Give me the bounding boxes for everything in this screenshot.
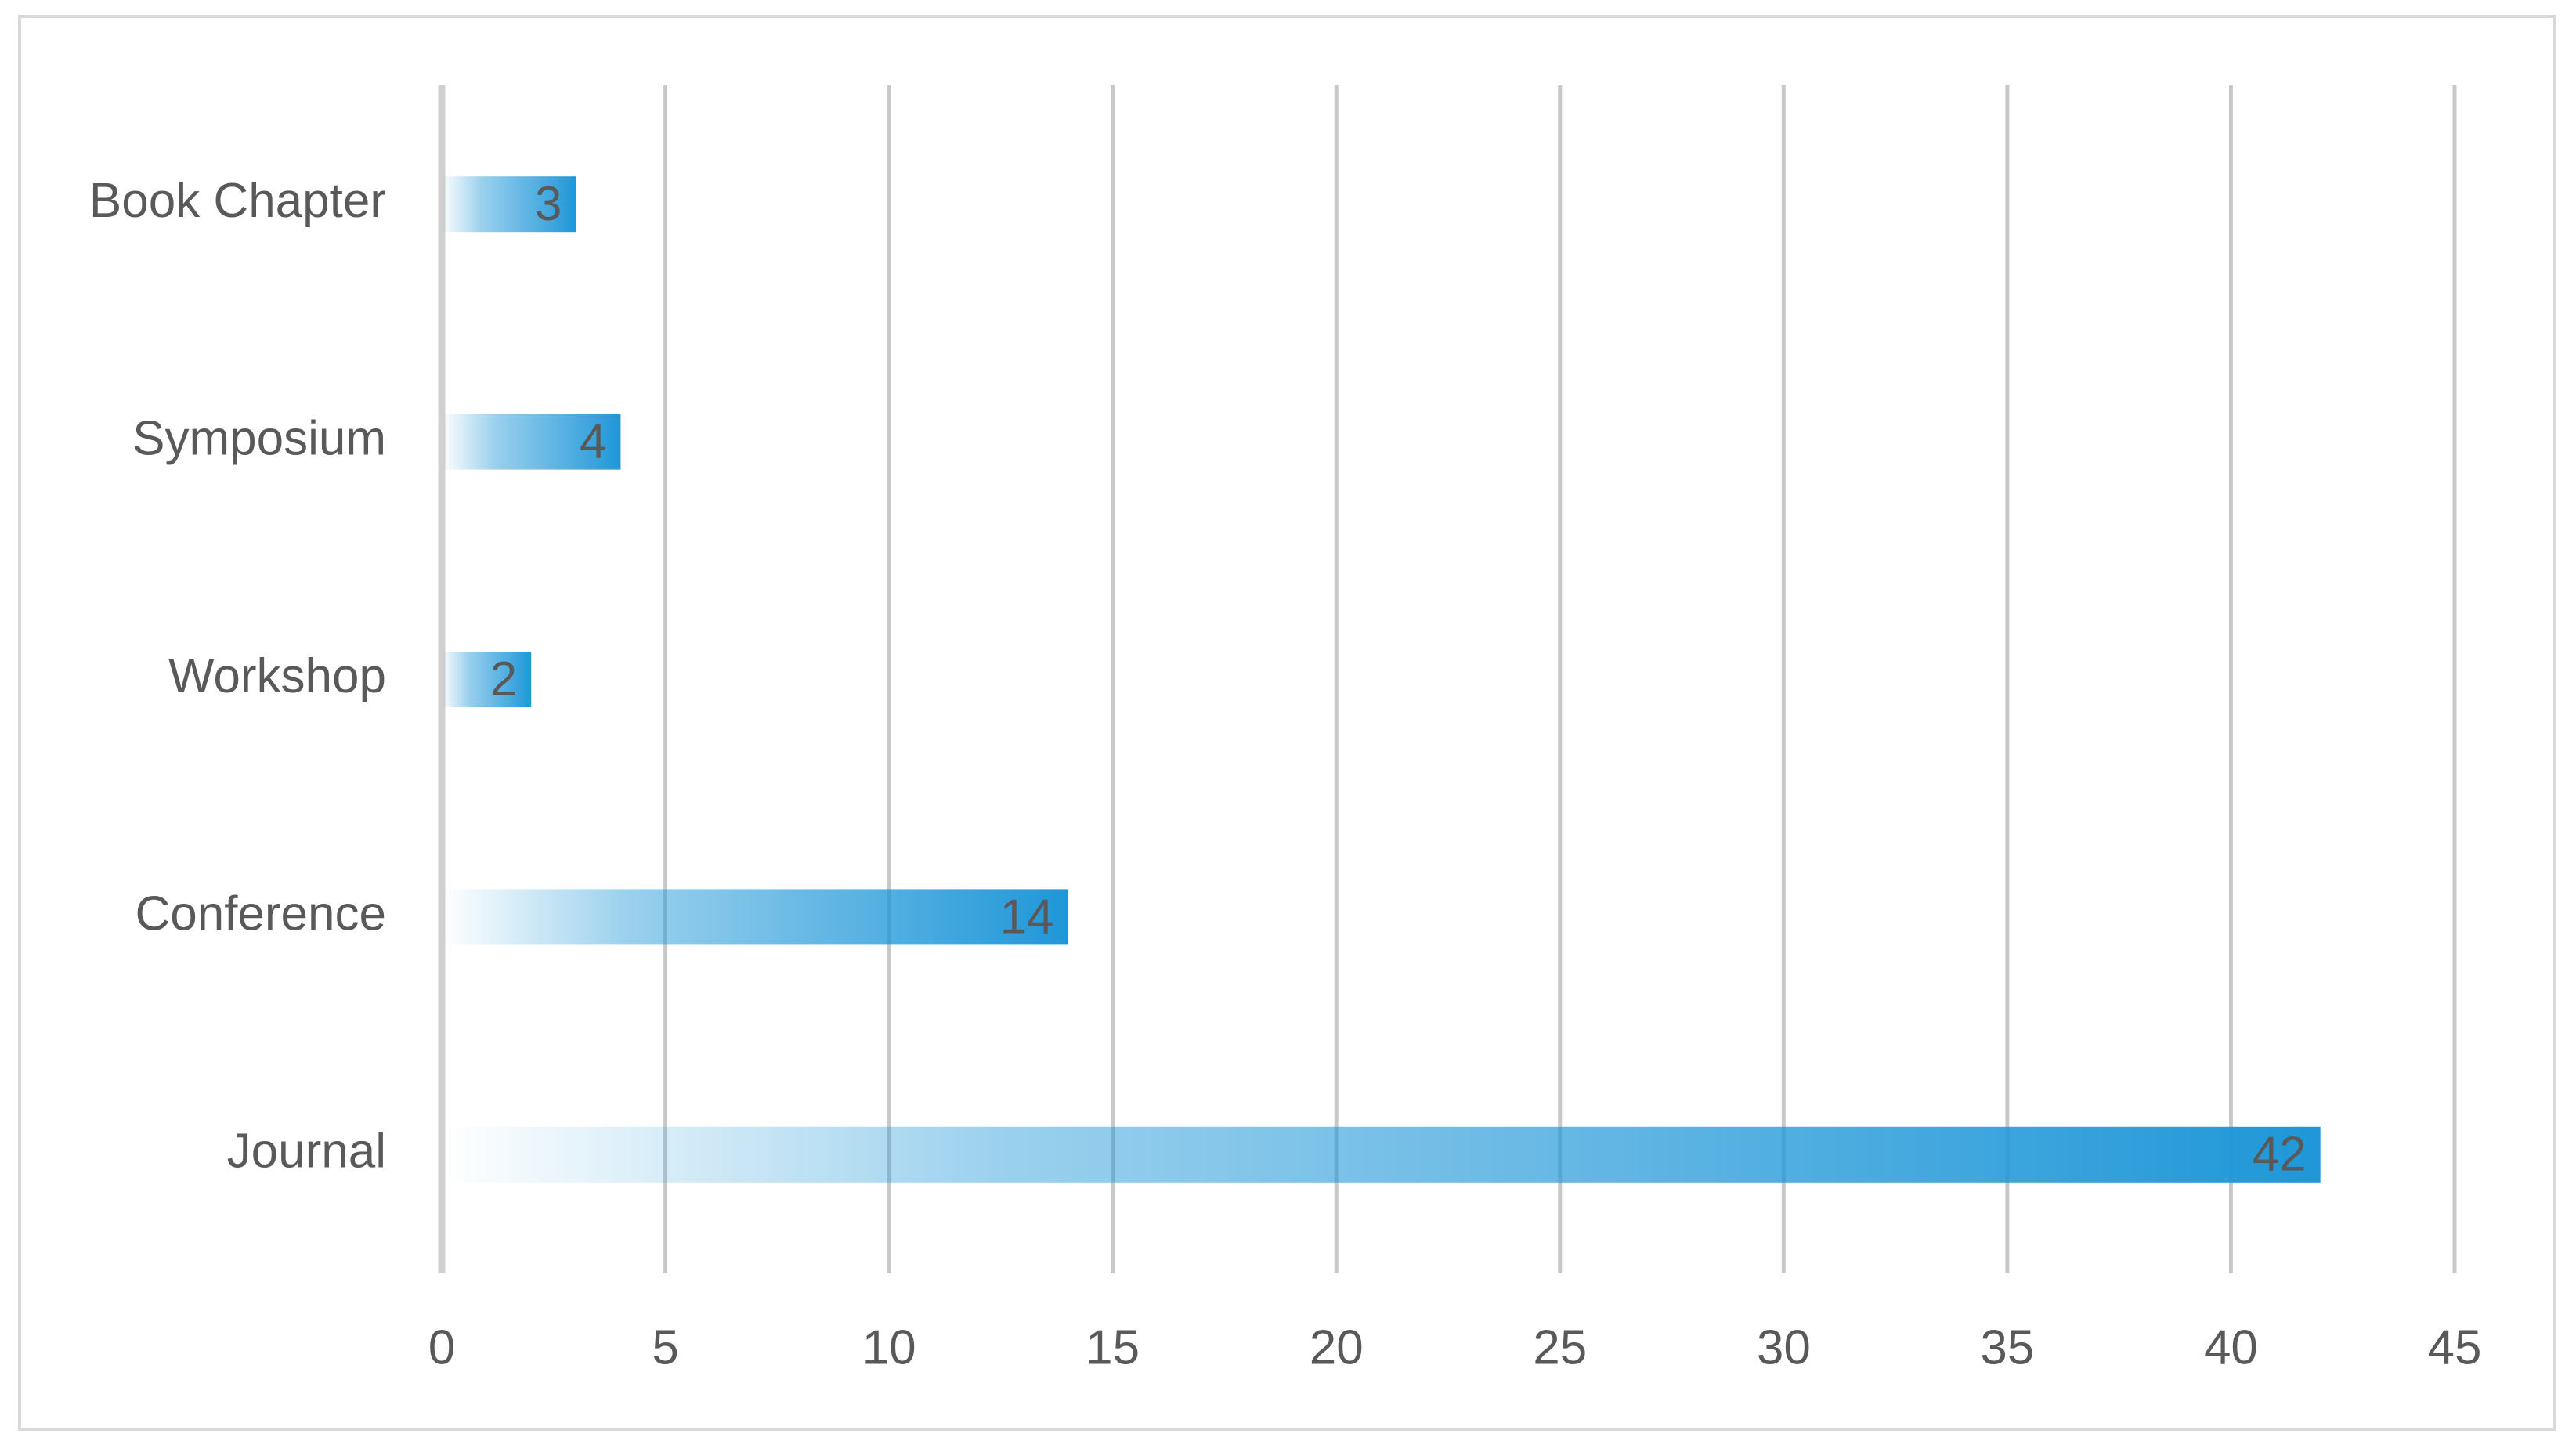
x-tick-label: 10	[862, 1320, 916, 1374]
bar	[442, 1126, 2321, 1183]
x-tick-label: 5	[652, 1320, 678, 1374]
x-tick-label: 15	[1086, 1320, 1140, 1374]
y-tick-label: Journal	[227, 1125, 386, 1179]
x-tick-label: 35	[1980, 1320, 2034, 1374]
bar	[442, 889, 1068, 945]
value-label: 42	[2253, 1128, 2307, 1182]
value-label: 4	[580, 414, 606, 468]
x-tick-label: 30	[1757, 1320, 1811, 1374]
y-tick-label: Symposium	[132, 411, 386, 465]
x-tick-label: 0	[428, 1320, 455, 1374]
value-label: 14	[1000, 890, 1054, 944]
x-tick-label: 20	[1310, 1320, 1364, 1374]
x-tick-label: 25	[1533, 1320, 1587, 1374]
y-tick-label: Book Chapter	[89, 174, 386, 228]
x-tick-label: 40	[2204, 1320, 2258, 1374]
chart-border	[18, 15, 2556, 1431]
bar	[442, 414, 621, 470]
x-tick-label: 45	[2428, 1320, 2482, 1374]
bar	[442, 652, 532, 707]
bar	[442, 176, 576, 233]
value-label: 2	[490, 652, 517, 706]
value-label: 3	[535, 177, 562, 231]
y-tick-label: Conference	[135, 887, 386, 941]
y-tick-label: Workshop	[168, 649, 386, 703]
